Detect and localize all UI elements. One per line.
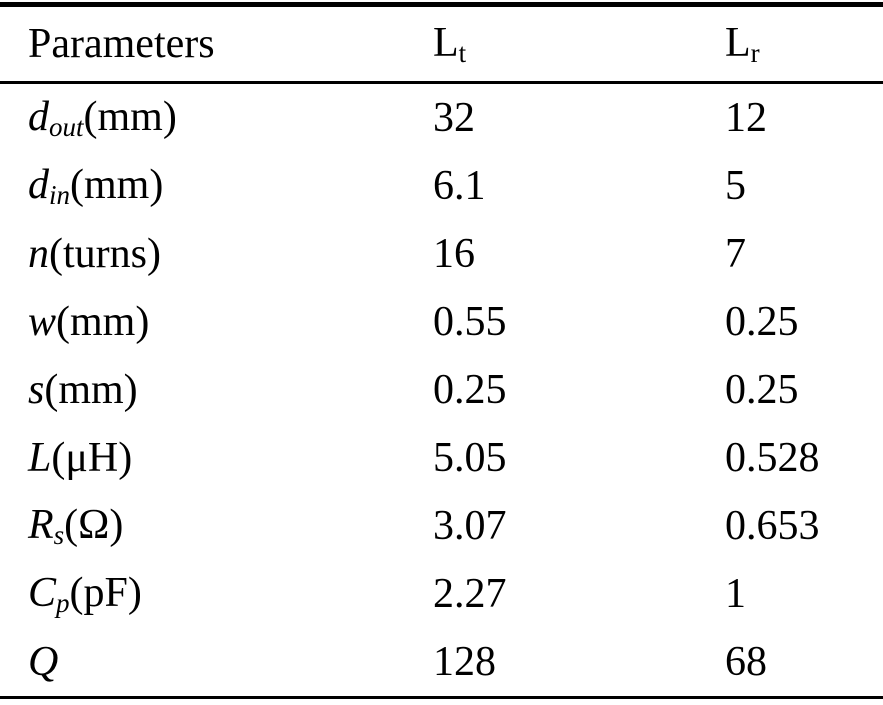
param-cell: w(mm) [0, 301, 433, 343]
column-header-lt: Lt [433, 22, 725, 67]
param-cell: Q [0, 641, 433, 683]
lr-value-cell: 0.528 [725, 435, 820, 481]
header-lt-base: L [433, 19, 459, 66]
table-row: Cp(pF) 2.27 1 [0, 560, 883, 628]
param-symbol: L [28, 435, 52, 481]
lr-value-cell: 0.25 [725, 367, 799, 413]
lr-value-cell: 0.653 [725, 503, 820, 549]
lr-value-cell: 5 [725, 163, 746, 209]
param-symbol: n [28, 231, 49, 277]
lt-value-cell: 0.25 [433, 367, 507, 413]
lr-value-cell: 7 [725, 231, 746, 277]
param-subscript: p [56, 587, 70, 618]
lr-value-cell: 1 [725, 571, 746, 617]
table-row: dout(mm) 32 12 [0, 84, 883, 152]
lt-value-cell: 5.05 [433, 435, 507, 481]
lr-value-cell: 68 [725, 639, 767, 685]
header-lr-subscript: r [750, 37, 760, 68]
param-unit: (turns) [49, 231, 161, 277]
table-header: Parameters Lt Lr [0, 7, 883, 84]
param-symbol: Q [28, 639, 59, 685]
param-subscript: in [49, 179, 71, 210]
param-subscript: out [49, 111, 84, 142]
table-body: dout(mm) 32 12 din(mm) 6.1 5 n(turns) 16 7 w(mm) 0… [0, 84, 883, 699]
param-symbol: C [28, 569, 57, 616]
param-cell: s(mm) [0, 369, 433, 411]
table-row: w(mm) 0.55 0.25 [0, 288, 883, 356]
param-unit: (mm) [83, 93, 177, 140]
param-symbol: R [28, 501, 54, 548]
param-unit: (mm) [56, 299, 150, 345]
column-header-parameters: Parameters [28, 21, 215, 67]
param-cell: n(turns) [0, 233, 433, 275]
param-cell: Rs(Ω) [0, 504, 433, 549]
param-symbol: d [28, 161, 49, 208]
lr-value-cell: 12 [725, 95, 767, 141]
param-subscript: s [53, 519, 65, 550]
param-unit: (Ω) [64, 501, 124, 548]
header-lt-subscript: t [458, 37, 467, 68]
lt-value-cell: 128 [433, 639, 496, 685]
lt-value-cell: 6.1 [433, 163, 486, 209]
param-cell: L(μH) [0, 437, 433, 479]
table-row: s(mm) 0.25 0.25 [0, 356, 883, 424]
param-unit: (mm) [44, 367, 138, 413]
column-header-lr: Lr [725, 22, 883, 67]
lt-value-cell: 0.55 [433, 299, 507, 345]
table-row: din(mm) 6.1 5 [0, 152, 883, 220]
param-cell: Cp(pF) [0, 572, 433, 617]
param-unit: (pF) [69, 569, 142, 616]
header-lr-base: L [725, 19, 751, 66]
lt-value-cell: 3.07 [433, 503, 507, 549]
param-symbol: w [28, 299, 57, 345]
param-symbol: d [28, 93, 49, 140]
table-row: n(turns) 16 7 [0, 220, 883, 288]
table-row: L(μH) 5.05 0.528 [0, 424, 883, 492]
param-symbol: s [28, 367, 45, 413]
table-row: Rs(Ω) 3.07 0.653 [0, 492, 883, 560]
lt-value-cell: 2.27 [433, 571, 507, 617]
param-unit: (mm) [70, 161, 164, 208]
param-cell: dout(mm) [0, 96, 433, 141]
table-row: Q 128 68 [0, 628, 883, 696]
param-cell: din(mm) [0, 164, 433, 209]
param-unit: (μH) [51, 435, 133, 481]
lt-value-cell: 32 [433, 95, 475, 141]
lr-value-cell: 0.25 [725, 299, 799, 345]
lt-value-cell: 16 [433, 231, 475, 277]
